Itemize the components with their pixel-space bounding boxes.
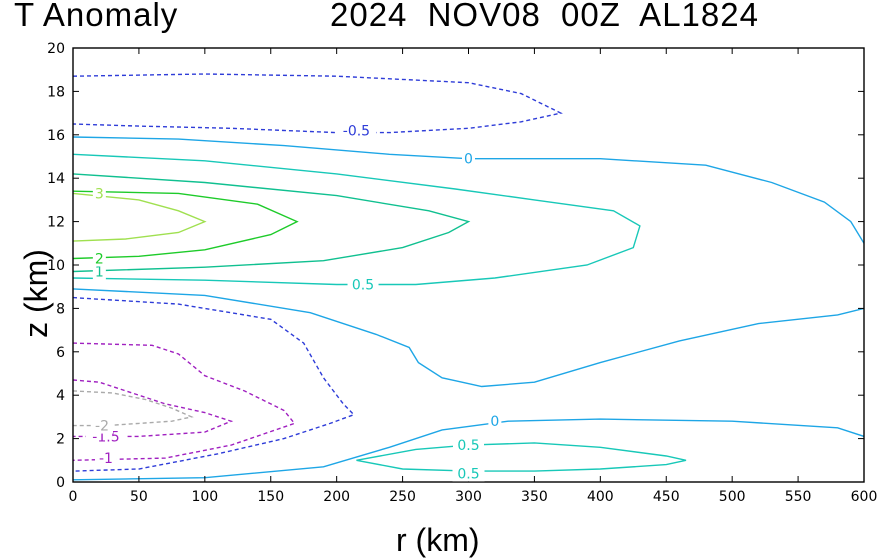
contour-line-5 [73, 192, 207, 242]
contour-label-bg-extra [452, 465, 485, 482]
y-tick-label-14: 14 [47, 171, 65, 187]
contour-line-3 [73, 173, 471, 273]
contour-label-bg-5 [92, 185, 106, 202]
contour-label-4: 2 [95, 251, 104, 267]
x-tick-label-550: 550 [785, 489, 812, 505]
contour-label-extra: 0.5 [457, 466, 479, 482]
contour-label-8: -1 [99, 451, 113, 467]
y-tick-label-20: 20 [47, 41, 65, 57]
x-tick-label-150: 150 [257, 489, 284, 505]
contour-line-12 [356, 442, 687, 472]
x-tick-label-50: 50 [130, 489, 148, 505]
x-tick-label-450: 450 [653, 489, 680, 505]
x-tick-label-350: 350 [521, 489, 548, 505]
x-tick-label-0: 0 [69, 489, 78, 505]
contour-label-5: 3 [95, 186, 104, 202]
contour-label-0: -0.5 [343, 123, 370, 139]
contour-label-10: -2 [95, 419, 109, 435]
chart-title-left: T Anomaly [14, 0, 179, 33]
y-tick-label-8: 8 [56, 301, 65, 317]
x-tick-label-100: 100 [191, 489, 218, 505]
contour-label-bg-12 [453, 437, 484, 454]
x-tick-label-400: 400 [587, 489, 614, 505]
contour-line-9 [73, 379, 234, 438]
y-tick-label-18: 18 [47, 84, 65, 100]
x-tick-label-600: 600 [851, 489, 878, 505]
contour-line-8 [73, 342, 296, 461]
chart-title-right: 2024 NOV08 00Z AL1824 [330, 0, 759, 33]
contour-label-bg-8 [94, 450, 117, 467]
contour-line-6 [73, 288, 864, 388]
contour-line-7 [73, 296, 356, 472]
contour-line-4 [73, 190, 299, 260]
contour-line-11 [73, 418, 864, 481]
y-tick-label-4: 4 [56, 388, 65, 404]
contour-label-bg-4 [92, 250, 106, 267]
y-tick-label-6: 6 [56, 345, 65, 361]
contour-line-2 [73, 153, 641, 286]
y-tick-label-16: 16 [47, 128, 65, 144]
contour-line-1 [73, 136, 864, 244]
contour-label-bg-3 [92, 263, 106, 280]
contour-line-10 [73, 390, 194, 427]
contour-label-12: 0.5 [457, 438, 479, 454]
x-axis-label: r (km) [396, 522, 480, 558]
contour-label-2: 0.5 [352, 278, 374, 294]
contour-label-bg-10 [91, 417, 114, 434]
x-tick-label-250: 250 [389, 489, 416, 505]
y-axis-label: z (km) [17, 249, 54, 338]
y-tick-label-2: 2 [56, 432, 65, 448]
contour-label-bg-2 [347, 276, 379, 293]
x-tick-label-500: 500 [719, 489, 746, 505]
y-tick-label-0: 0 [56, 475, 65, 491]
contour-label-bg-11 [488, 413, 502, 430]
contour-label-3: 1 [95, 265, 104, 281]
contour-line-0 [73, 73, 563, 134]
contour-label-11: 0 [490, 414, 499, 430]
x-tick-label-200: 200 [323, 489, 350, 505]
contour-label-1: 0 [464, 152, 473, 168]
contour-label-bg-0 [336, 122, 377, 139]
y-tick-label-10: 10 [47, 258, 65, 274]
contour-label-bg-1 [462, 150, 475, 167]
y-tick-label-12: 12 [47, 215, 65, 231]
x-tick-label-300: 300 [455, 489, 482, 505]
